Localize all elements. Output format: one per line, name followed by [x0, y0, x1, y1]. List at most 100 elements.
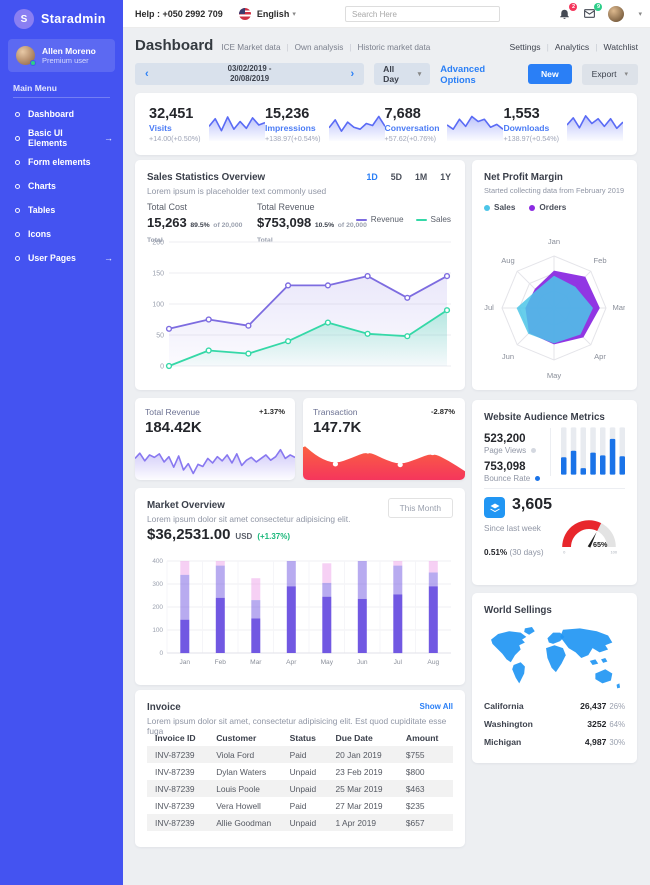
breadcrumb-item[interactable]: Own analysis [295, 43, 358, 52]
svg-text:May: May [321, 659, 334, 666]
sidebar-item[interactable]: Form elements [0, 150, 123, 174]
breadcrumb-item[interactable]: Historic market data [357, 43, 431, 52]
market-delta: (+1.37%) [257, 532, 290, 541]
header-link[interactable]: Analytics [555, 42, 604, 52]
advanced-options-link[interactable]: Advanced Options [440, 63, 486, 85]
language-selector[interactable]: English [256, 8, 290, 19]
region-value: 26,437 26% [580, 701, 625, 711]
flag-icon[interactable] [238, 7, 251, 20]
legend-sales: Sales [415, 215, 451, 224]
search-input[interactable] [345, 6, 500, 22]
weekly-label: Since last week [484, 524, 541, 533]
logo-text: Staradmin [41, 12, 106, 26]
stat-text: 15,236 Impressions +138.97(+0.54%) [265, 106, 321, 143]
sidebar-item[interactable]: User Pages → [0, 246, 123, 270]
stat-sparkline-chart [447, 107, 503, 141]
totals-row: Total Cost 15,263 89.5% of 20,000 Total … [147, 202, 453, 245]
card-title: Website Audience Metrics [484, 412, 605, 423]
period-dropdown[interactable]: This Month [387, 498, 453, 518]
divider [13, 97, 110, 98]
page-views-value: 523,200 [484, 433, 526, 445]
svg-text:100: 100 [152, 627, 163, 634]
card-subtitle: Started collecting data from February 20… [484, 186, 625, 195]
svg-text:Aug: Aug [501, 256, 515, 265]
stat-label: Conversation [384, 122, 440, 133]
bounce-rate-value: 753,098 [484, 461, 526, 473]
total-cost-value: 15,263 89.5% of 20,000 Total [147, 215, 243, 244]
mini-card-title: Total Revenue [145, 407, 200, 417]
stat-value: 7,688 [384, 105, 421, 122]
cell-amount: $755 [405, 749, 425, 760]
chevron-down-icon[interactable]: ▾ [292, 10, 296, 18]
table-row: INV-87239 Allie Goodman Unpaid 1 Apr 201… [147, 814, 453, 831]
stat-label: Impressions [264, 122, 316, 133]
new-button[interactable]: New [527, 64, 572, 84]
chevron-left-icon[interactable]: ‹ [145, 67, 149, 80]
column-header: Amount [405, 733, 439, 743]
sidebar-item[interactable]: Charts [0, 174, 123, 198]
invoice-table-header: Invoice ID Customer Status Due Date Amount [147, 730, 453, 746]
cell-amount: $463 [405, 783, 425, 794]
breadcrumb-item[interactable]: ICE Market data [221, 43, 294, 52]
bell-icon [560, 9, 570, 19]
transaction-wave-chart [303, 438, 465, 480]
region-name: Michigan [484, 737, 522, 747]
svg-text:Jan: Jan [548, 237, 560, 246]
range-tab[interactable]: 5D [390, 172, 402, 182]
export-dropdown[interactable]: Export ▾ [581, 63, 638, 85]
show-all-link[interactable]: Show All [419, 702, 453, 711]
date-range-picker[interactable]: ‹ 03/02/2019 - 20/08/2019 › [135, 63, 365, 85]
sidebar-item[interactable]: Tables [0, 198, 123, 222]
chevron-down-icon[interactable]: ▾ [638, 11, 642, 18]
range-tab[interactable]: 1Y [440, 172, 451, 182]
sidebar-item[interactable]: Icons [0, 222, 123, 246]
mini-card-value: 147.7K [313, 419, 362, 436]
user-profile-card[interactable]: Allen Moreno Premium user [8, 39, 115, 72]
chevron-right-icon[interactable]: › [350, 67, 355, 80]
header-link[interactable]: Watchlist [603, 42, 638, 52]
card-subtitle: Lorem ipsum dolor sit amet consectetur a… [147, 514, 351, 524]
user-menu-avatar[interactable] [608, 6, 625, 22]
header-link[interactable]: Settings [510, 42, 555, 52]
circle-icon [15, 159, 20, 165]
topbar: Help : +050 2992 709 English ▾ 2 9 ▾ [123, 0, 650, 28]
stat-card: 32,451 Visits +14.00(+0.50%) [149, 106, 265, 143]
range-tab[interactable]: 1D [366, 172, 378, 182]
menu-section-label: Main Menu [13, 83, 57, 93]
svg-text:May: May [547, 371, 562, 380]
stats-row: 32,451 Visits +14.00(+0.50%) 15,236 Impr… [135, 93, 637, 155]
export-label: Export [591, 69, 617, 79]
stat-value: 15,236 [264, 105, 310, 122]
user-role: Premium user [42, 56, 89, 65]
region-list: California 26,437 26% Washington 3252 64% … [484, 701, 625, 755]
app-logo[interactable]: S Staradmin [0, 0, 123, 29]
mini-card-head: Total Revenue +1.37% [135, 398, 295, 417]
market-currency: USD [235, 532, 253, 541]
svg-text:Jul: Jul [484, 303, 494, 312]
card-title: Market Overview [147, 500, 225, 511]
total-cost-block: Total Cost 15,263 89.5% of 20,000 Total [147, 202, 257, 245]
svg-text:Apr: Apr [594, 352, 606, 361]
all-day-dropdown[interactable]: All Day ▾ [374, 63, 431, 85]
sidebar-item-label: Charts [28, 181, 56, 191]
svg-text:Feb: Feb [593, 256, 606, 265]
layers-icon [484, 497, 505, 518]
notification-badge: 2 [569, 3, 578, 11]
stat-delta: +138.97(+0.54%) [503, 133, 559, 143]
list-item: Michigan 4,987 30% [484, 737, 625, 755]
mini-card-head: Transaction -2.87% [303, 398, 465, 417]
sales-swatch [415, 218, 427, 221]
notifications-button[interactable]: 2 [558, 3, 578, 21]
messages-button[interactable]: 9 [583, 3, 603, 21]
sales-dot [484, 204, 490, 211]
cell-status: Unpaid [289, 766, 317, 777]
sidebar-item[interactable]: Dashboard [0, 102, 123, 126]
sidebar-item[interactable]: Basic UI Elements → [0, 126, 123, 150]
card-title: Net Profit Margin [484, 172, 563, 183]
range-tab[interactable]: 1M [415, 172, 428, 182]
page-views-label: Page Views [484, 446, 625, 455]
circle-icon [15, 111, 20, 117]
stat-text: 32,451 Visits +14.00(+0.50%) [149, 106, 201, 143]
cell-customer: Viola Ford [216, 749, 255, 760]
net-profit-radar-chart: Jan Feb Mar Apr May Jun Jul Aug [484, 216, 626, 384]
